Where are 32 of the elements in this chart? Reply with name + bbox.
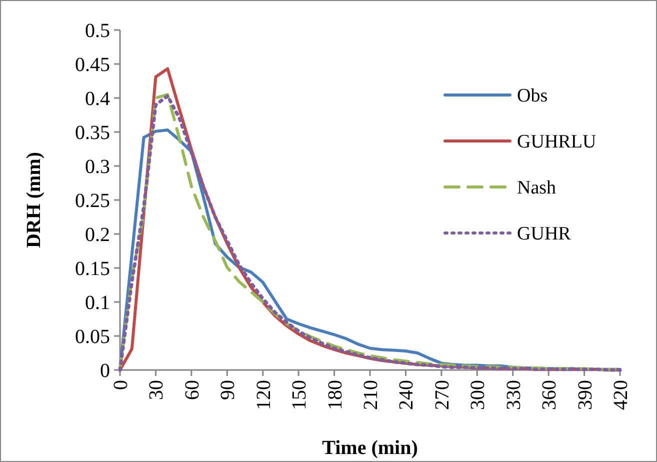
y-tick-label: 0.1	[85, 292, 110, 314]
y-tick-label: 0.25	[75, 190, 110, 212]
x-tick-label: 150	[288, 380, 311, 410]
x-tick-label: 180	[324, 380, 346, 410]
x-tick-label: 210	[360, 380, 382, 410]
x-tick-label: 240	[396, 380, 418, 410]
y-tick-label: 0.15	[75, 258, 110, 280]
legend-label: GUHRLU	[517, 132, 596, 153]
x-tick-label: 360	[538, 380, 561, 410]
x-tick-label: 30	[146, 380, 168, 400]
y-tick-label: 0.3	[85, 156, 110, 178]
legend-label: Obs	[517, 86, 548, 107]
y-tick-label: 0.45	[75, 54, 110, 76]
legend-label: GUHR	[517, 224, 572, 245]
x-tick-label: 120	[252, 380, 275, 410]
x-tick-label: 420	[610, 380, 632, 410]
x-tick-label: 390	[574, 380, 596, 410]
y-tick-label: 0	[100, 360, 110, 382]
y-tick-label: 0.4	[85, 88, 110, 110]
y-axis-title: DRH (mm)	[23, 152, 45, 248]
y-tick-label: 0.5	[85, 20, 110, 42]
x-tick-label: 60	[181, 380, 204, 400]
x-tick-label: 300	[467, 380, 490, 410]
x-tick-label: 270	[431, 380, 454, 410]
x-axis-title: Time (min)	[322, 437, 418, 459]
x-tick-label: 0	[110, 380, 132, 390]
y-tick-label: 0.2	[85, 224, 110, 246]
x-tick-label: 90	[217, 380, 240, 400]
legend-label: Nash	[517, 178, 557, 199]
y-tick-label: 0.05	[75, 326, 110, 348]
x-tick-label: 330	[502, 380, 525, 410]
y-tick-label: 0.35	[75, 122, 110, 144]
